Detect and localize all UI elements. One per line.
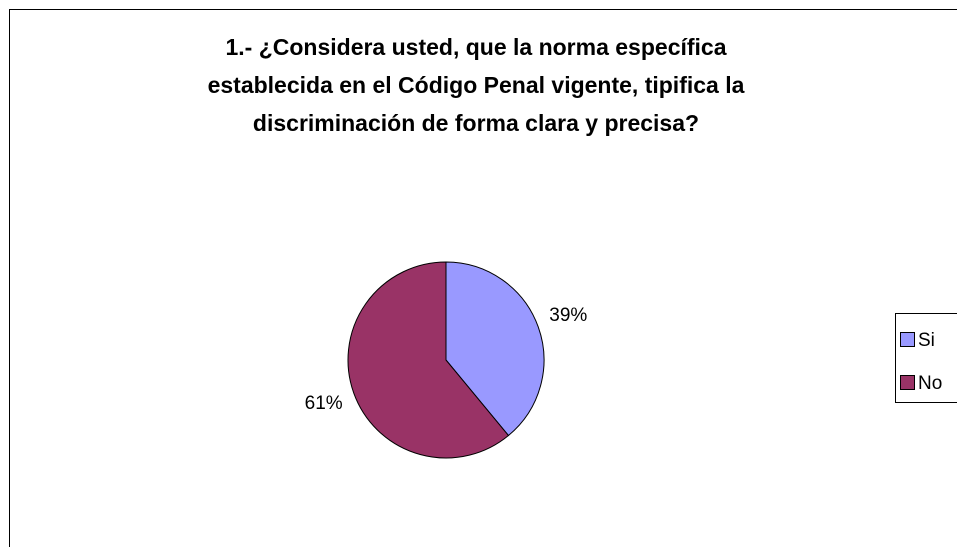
legend-swatch [900, 332, 915, 347]
chart-title: discriminación de forma clara y precisa? [253, 110, 699, 136]
legend-label: Si [918, 330, 935, 351]
pie-slice [347, 261, 510, 459]
chart-title: establecida en el Código Penal vigente, … [208, 72, 745, 98]
legend-label: No [918, 373, 942, 394]
data-label: 61% [305, 393, 343, 414]
chart-title: 1.- ¿Considera usted, que la norma espec… [225, 34, 726, 60]
pie-slice [445, 261, 545, 437]
legend-swatch [900, 375, 915, 390]
data-label: 39% [549, 305, 587, 326]
